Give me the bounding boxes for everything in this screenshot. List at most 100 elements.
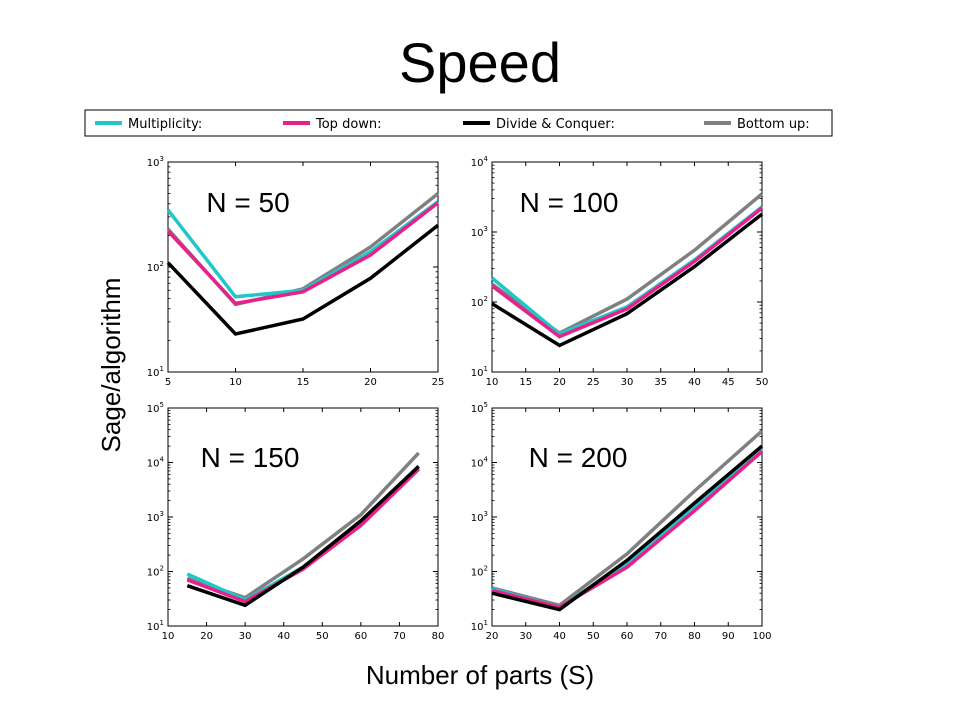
y-tick-exponent: 4	[484, 456, 489, 464]
y-tick-base: 10	[147, 404, 160, 415]
series-line-divide-conquer	[186, 465, 420, 608]
y-tick-exponent: 2	[484, 565, 488, 573]
series-line-divide-conquer	[491, 444, 764, 612]
y-tick-base: 10	[471, 228, 484, 239]
y-tick-label: 102	[147, 260, 164, 274]
panel-title: N = 100	[520, 187, 619, 218]
series-line-top-down	[490, 206, 764, 339]
y-tick-base: 10	[471, 622, 484, 633]
y-tick-exponent: 2	[160, 565, 164, 573]
x-tick-label: 5	[165, 377, 171, 388]
y-tick-exponent: 3	[160, 510, 164, 518]
x-tick-label: 90	[722, 631, 735, 642]
y-tick-base: 10	[147, 568, 160, 579]
x-tick-label: 25	[432, 377, 445, 388]
panel-title: N = 50	[206, 187, 289, 218]
y-tick-label: 102	[471, 565, 488, 579]
y-tick-base: 10	[147, 368, 160, 379]
x-tick-label: 40	[688, 377, 701, 388]
y-tick-label: 101	[147, 365, 164, 379]
x-tick-label: 70	[654, 631, 667, 642]
x-tick-label: 30	[621, 377, 634, 388]
y-tick-exponent: 3	[484, 510, 488, 518]
y-tick-label: 103	[147, 155, 164, 169]
x-tick-label: 70	[393, 631, 406, 642]
x-tick-label: 20	[364, 377, 377, 388]
y-tick-exponent: 5	[484, 401, 488, 409]
x-tick-label: 80	[688, 631, 701, 642]
y-tick-base: 10	[471, 404, 484, 415]
x-tick-label: 50	[587, 631, 600, 642]
x-tick-label: 45	[722, 377, 735, 388]
y-tick-label: 105	[471, 401, 488, 415]
y-tick-exponent: 2	[160, 260, 164, 268]
series-line-divide-conquer	[166, 223, 440, 336]
x-tick-label: 60	[621, 631, 634, 642]
y-tick-exponent: 2	[484, 295, 488, 303]
y-tick-base: 10	[471, 368, 484, 379]
y-tick-label: 101	[471, 619, 488, 633]
y-tick-base: 10	[471, 298, 484, 309]
x-tick-label: 80	[432, 631, 445, 642]
x-tick-label: 20	[200, 631, 213, 642]
y-tick-label: 104	[471, 155, 489, 169]
x-tick-label: 15	[297, 377, 310, 388]
y-tick-label: 102	[471, 295, 488, 309]
legend: Multiplicity: Top down: Divide & Conquer: B…	[84, 109, 833, 137]
y-tick-label: 103	[147, 510, 164, 524]
x-tick-label: 60	[354, 631, 367, 642]
x-tick-label: 20	[553, 377, 566, 388]
plot-frame	[491, 407, 763, 627]
y-tick-exponent: 1	[160, 365, 164, 373]
panel-title: N = 150	[201, 442, 300, 473]
y-tick-exponent: 3	[484, 225, 488, 233]
x-tick-label: 10	[162, 631, 175, 642]
y-axis-label: Sage/algorithm	[96, 278, 126, 453]
panel-title: N = 200	[529, 442, 628, 473]
y-tick-label: 103	[471, 225, 488, 239]
y-tick-exponent: 5	[160, 401, 164, 409]
series-line-top-down	[491, 450, 764, 610]
slide-title: Speed	[399, 31, 561, 94]
y-tick-exponent: 1	[484, 365, 488, 373]
x-tick-label: 35	[654, 377, 667, 388]
x-tick-label: 10	[229, 377, 242, 388]
y-tick-base: 10	[147, 513, 160, 524]
legend-label-4: Bottom up:	[737, 117, 810, 132]
x-axis-label: Number of parts (S)	[366, 660, 594, 690]
y-tick-label: 104	[147, 456, 165, 470]
x-tick-label: 40	[553, 631, 566, 642]
y-tick-label: 105	[147, 401, 164, 415]
y-tick-label: 102	[147, 565, 164, 579]
x-tick-label: 40	[277, 631, 290, 642]
x-tick-label: 20	[486, 631, 499, 642]
x-tick-label: 100	[752, 631, 771, 642]
legend-label-1: Multiplicity:	[128, 117, 202, 132]
x-tick-label: 30	[239, 631, 252, 642]
y-tick-base: 10	[147, 459, 160, 470]
y-tick-base: 10	[147, 158, 160, 169]
y-tick-base: 10	[147, 622, 160, 633]
legend-label-3: Divide & Conquer:	[496, 117, 615, 132]
y-tick-label: 104	[471, 456, 489, 470]
y-tick-base: 10	[471, 568, 484, 579]
x-tick-label: 50	[756, 377, 769, 388]
x-tick-label: 30	[519, 631, 532, 642]
y-tick-label: 101	[147, 619, 164, 633]
series-line-divide-conquer	[491, 212, 764, 348]
legend-label-2: Top down:	[315, 117, 382, 132]
y-tick-label: 103	[471, 510, 488, 524]
plot-frame	[491, 161, 763, 373]
y-tick-base: 10	[471, 459, 484, 470]
series-line-top-down	[166, 201, 440, 306]
y-tick-exponent: 4	[160, 456, 165, 464]
y-tick-base: 10	[471, 513, 484, 524]
x-tick-label: 15	[519, 377, 532, 388]
y-tick-exponent: 1	[160, 619, 164, 627]
